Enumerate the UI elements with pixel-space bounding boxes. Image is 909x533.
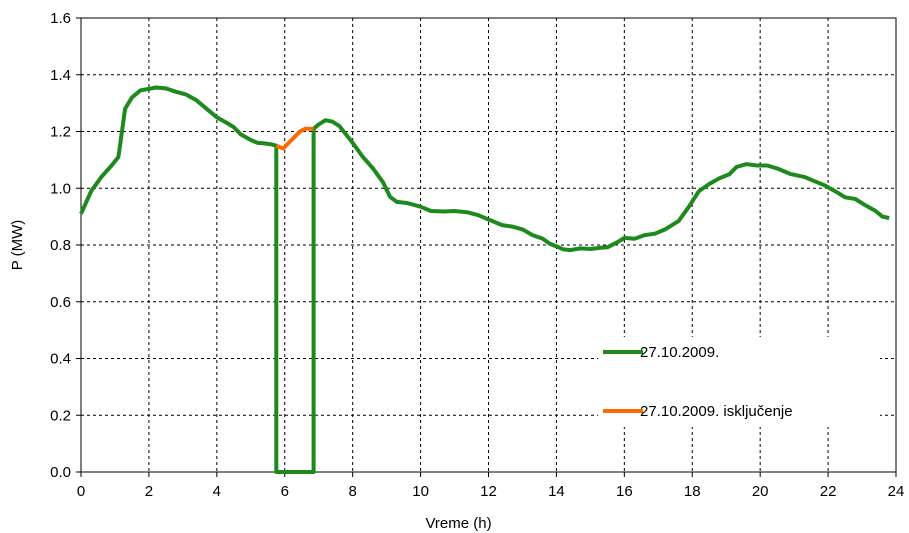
legend-background (598, 337, 880, 427)
y-tick-label: 0.6 (50, 294, 71, 311)
y-tick-label: 0.2 (50, 407, 71, 424)
y-tick-label: 0.4 (50, 351, 71, 368)
series-line-1 (79, 85, 890, 474)
y-tick-label: 0.8 (50, 237, 71, 254)
x-tick-label: 2 (145, 483, 153, 500)
legend-label-series-2: 27.10.2009. isključenje (640, 403, 793, 420)
y-tick-label: 1.2 (50, 124, 71, 141)
x-tick-label: 10 (412, 483, 429, 500)
x-tick-label: 14 (548, 483, 565, 500)
x-tick-label: 12 (480, 483, 497, 500)
axes: 0 2 4 6 8 10 12 14 16 18 20 22 240.00.20.40.60.81.01… (50, 10, 904, 500)
y-tick-label: 1.4 (50, 67, 71, 84)
legend: 27.10.2009. 27.10.2009. isključenje (598, 337, 880, 427)
x-tick-label: 24 (888, 483, 905, 500)
x-tick-label: 20 (752, 483, 769, 500)
x-tick-label: 6 (281, 483, 289, 500)
x-axis-title: Vreme (h) (425, 515, 491, 532)
x-tick-label: 22 (820, 483, 837, 500)
y-tick-label: 1.0 (50, 180, 71, 197)
series-lines (79, 85, 890, 474)
legend-label-series-1: 27.10.2009. (640, 344, 719, 361)
x-tick-label: 0 (77, 483, 85, 500)
y-tick-label: 1.6 (50, 10, 71, 27)
x-tick-label: 18 (684, 483, 701, 500)
series-line-2 (275, 126, 314, 151)
x-tick-label: 16 (616, 483, 633, 500)
y-axis-title: P (MW) (9, 220, 26, 271)
x-tick-label: 4 (213, 483, 221, 500)
x-tick-label: 8 (348, 483, 356, 500)
y-tick-label: 0.0 (50, 464, 71, 481)
